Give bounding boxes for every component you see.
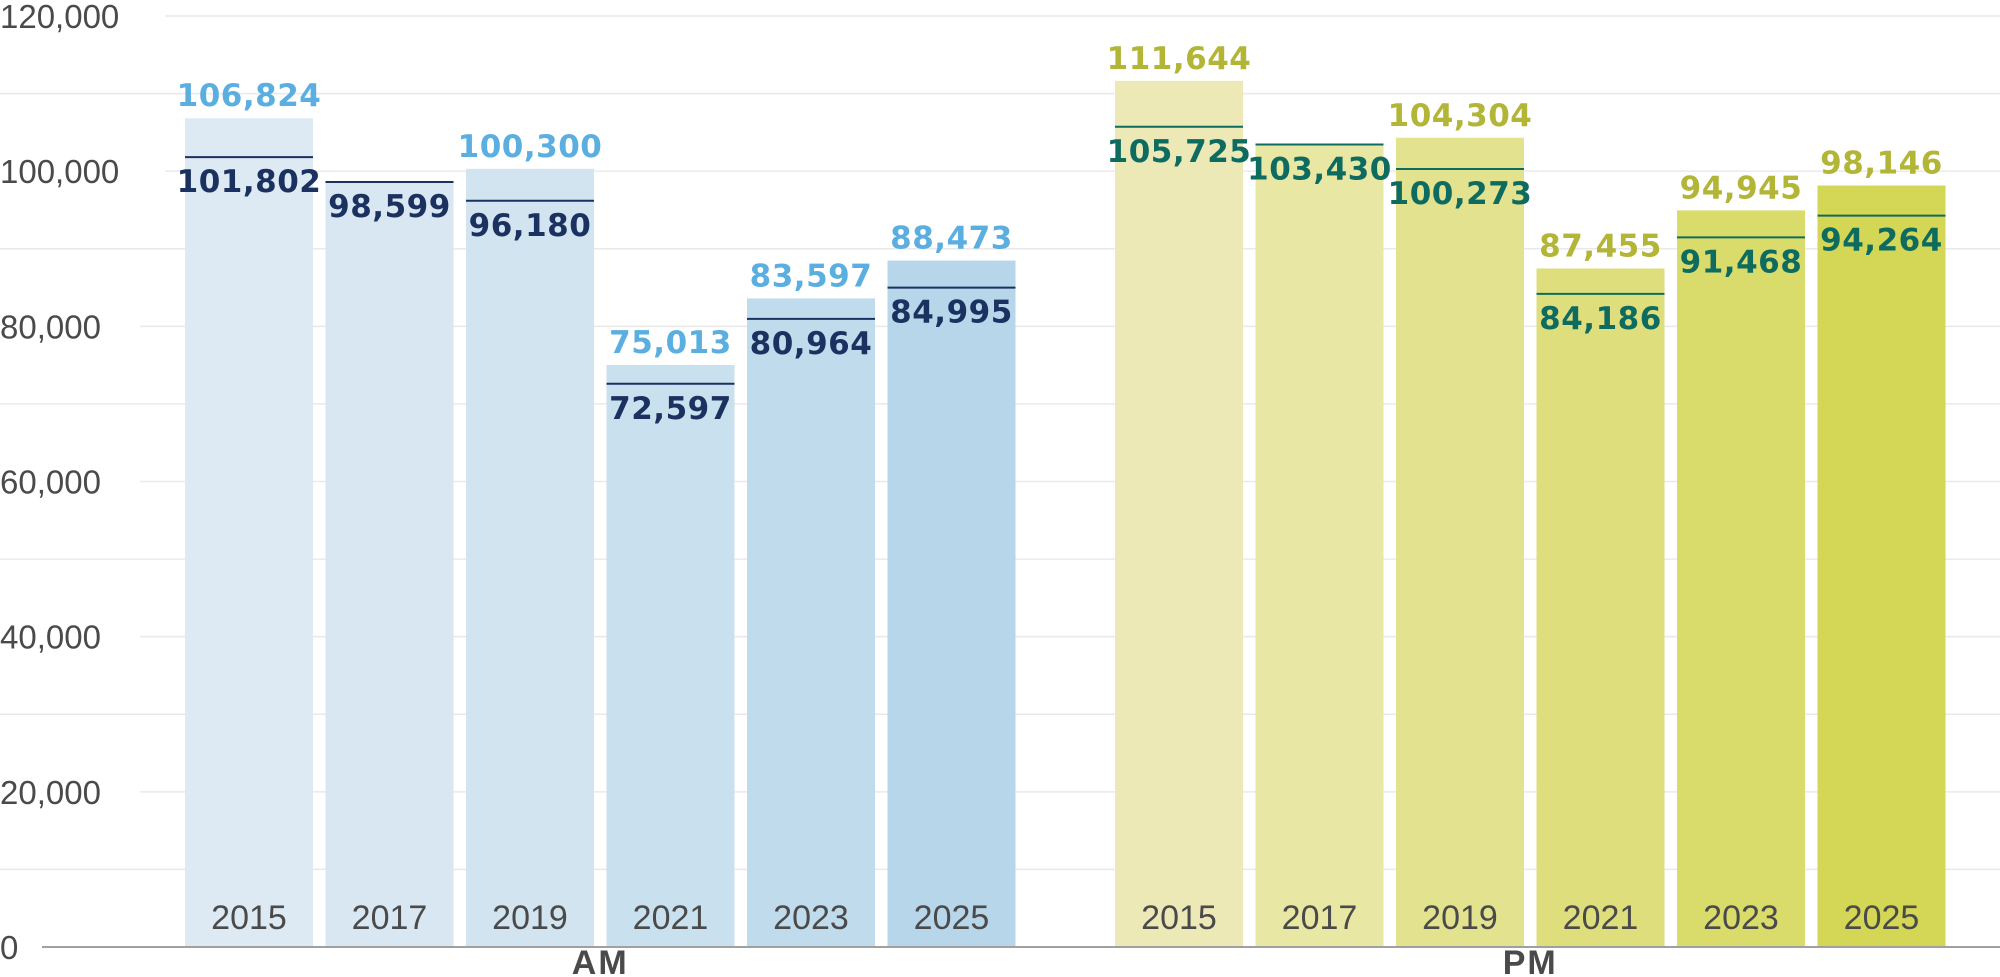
bar: [185, 118, 313, 947]
category-label: 2025: [1844, 899, 1920, 937]
category-label: 2019: [1422, 899, 1498, 937]
marker-value-label: 84,186: [1539, 301, 1662, 337]
category-label: 2015: [211, 899, 287, 937]
category-label: 2021: [633, 899, 709, 937]
y-tick-label: 80,000: [0, 308, 101, 345]
bar: [1677, 210, 1805, 948]
marker-value-label: 91,468: [1680, 244, 1803, 280]
marker-value-label: 105,725: [1107, 134, 1252, 170]
bar-value-label: 104,304: [1388, 98, 1533, 134]
y-tick-label: 120,000: [0, 0, 119, 35]
y-tick-label: 0: [0, 929, 18, 966]
bar-value-label: 100,300: [458, 129, 603, 165]
y-tick-label: 20,000: [0, 774, 101, 811]
bar-value-label: 111,644: [1107, 41, 1252, 77]
bar-value-label: 87,455: [1539, 228, 1662, 264]
bar: [1396, 137, 1524, 948]
bar-value-label: 83,597: [750, 258, 873, 294]
group-label: PM: [1503, 944, 1558, 977]
marker-value-label: 80,964: [750, 326, 873, 362]
bar-value-label: 94,945: [1680, 170, 1803, 206]
bar-value-label: 75,013: [609, 325, 732, 361]
y-tick-label: 100,000: [0, 153, 119, 190]
category-label: 2015: [1141, 899, 1217, 937]
bar-value-label: 88,473: [890, 221, 1013, 257]
category-label: 2023: [1703, 899, 1779, 937]
bar: [747, 298, 875, 947]
category-label: 2019: [492, 899, 568, 937]
y-tick-label: 40,000: [0, 619, 101, 656]
bar: [606, 365, 735, 947]
category-label: 2023: [773, 899, 849, 937]
marker-value-label: 98,599: [328, 189, 451, 225]
group-label: AM: [572, 944, 629, 977]
category-label: 2017: [352, 899, 428, 937]
bar-value-label: 106,824: [177, 78, 322, 114]
marker-value-label: 72,597: [609, 391, 732, 427]
category-label: 2017: [1282, 899, 1358, 937]
y-tick-label: 60,000: [0, 464, 101, 501]
bar: [1255, 144, 1384, 947]
bar: [325, 182, 454, 948]
marker-value-label: 100,273: [1388, 176, 1533, 212]
bar: [466, 168, 594, 947]
marker-value-label: 94,264: [1820, 223, 1943, 259]
bar: [1817, 185, 1946, 948]
bar: [1536, 268, 1665, 947]
bar: [887, 260, 1016, 947]
marker-value-label: 84,995: [890, 295, 1013, 331]
category-label: 2025: [914, 899, 990, 937]
bar-value-label: 98,146: [1820, 146, 1943, 182]
category-label: 2021: [1563, 899, 1639, 937]
bar: [1115, 80, 1243, 948]
marker-value-label: 103,430: [1247, 152, 1392, 188]
marker-value-label: 101,802: [177, 164, 322, 200]
marker-value-label: 96,180: [469, 208, 592, 244]
